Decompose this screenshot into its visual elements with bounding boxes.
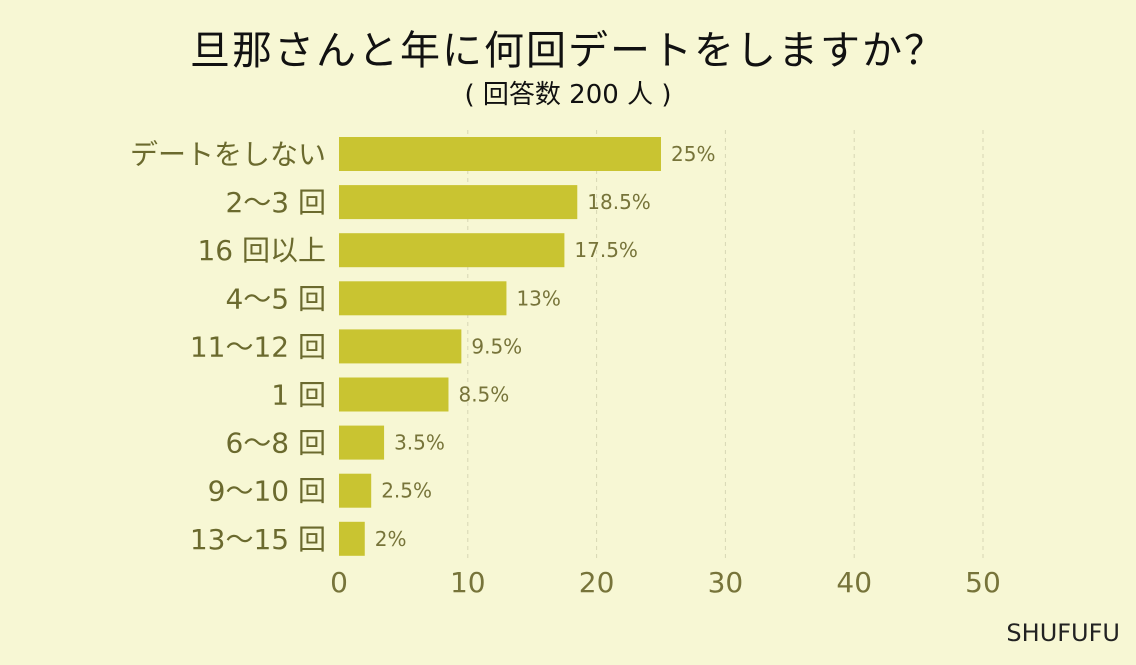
value-label: 13% (516, 286, 560, 310)
category-label: 9～10 回 (208, 475, 326, 508)
bar (339, 137, 661, 171)
x-axis-ticks: 0 10 20 30 40 50 (330, 566, 1001, 599)
value-label: 2% (375, 527, 407, 551)
value-label: 17.5% (574, 238, 638, 262)
brand-logo-text: SHUFUFU (1006, 619, 1120, 647)
bar (339, 473, 372, 508)
bars (339, 137, 661, 556)
bar (339, 281, 507, 316)
bar (339, 377, 449, 412)
bar (339, 425, 385, 460)
value-label: 18.5% (587, 190, 651, 214)
x-tick-label: 40 (836, 566, 872, 599)
category-label: 6～8 回 (225, 427, 326, 460)
chart-title: 旦那さんと年に何回デートをしますか？ (190, 28, 946, 74)
category-label: 4～5 回 (225, 282, 326, 315)
category-label: 13～15 回 (190, 523, 326, 556)
x-tick-label: 10 (450, 566, 486, 599)
category-labels: デートをしない 2～3 回 16 回以上 4～5 回 11～12 回 1 回 6～8 回 9～… (130, 138, 326, 556)
category-label: 1 回 (271, 379, 326, 412)
bar (339, 521, 365, 556)
value-label: 2.5% (381, 479, 432, 503)
chart-subtitle: ( 回答数 200 人 ) (464, 80, 672, 110)
x-tick-label: 50 (965, 566, 1001, 599)
value-label: 3.5% (394, 431, 445, 455)
bar (339, 329, 462, 364)
bar (339, 185, 578, 220)
value-label: 9.5% (471, 334, 522, 358)
value-label: 25% (671, 142, 715, 166)
category-label: 2～3 回 (225, 186, 326, 219)
category-label: デートをしない (130, 138, 326, 171)
value-label: 8.5% (458, 383, 509, 407)
x-tick-label: 30 (708, 566, 744, 599)
x-tick-label: 20 (579, 566, 615, 599)
x-tick-label: 0 (330, 566, 348, 599)
value-labels: 25% 18.5% 17.5% 13% 9.5% 8.5% 3.5% 2.5% 2% (375, 142, 716, 551)
category-label: 16 回以上 (197, 234, 326, 267)
bar (339, 233, 565, 268)
category-label: 11～12 回 (190, 330, 326, 363)
